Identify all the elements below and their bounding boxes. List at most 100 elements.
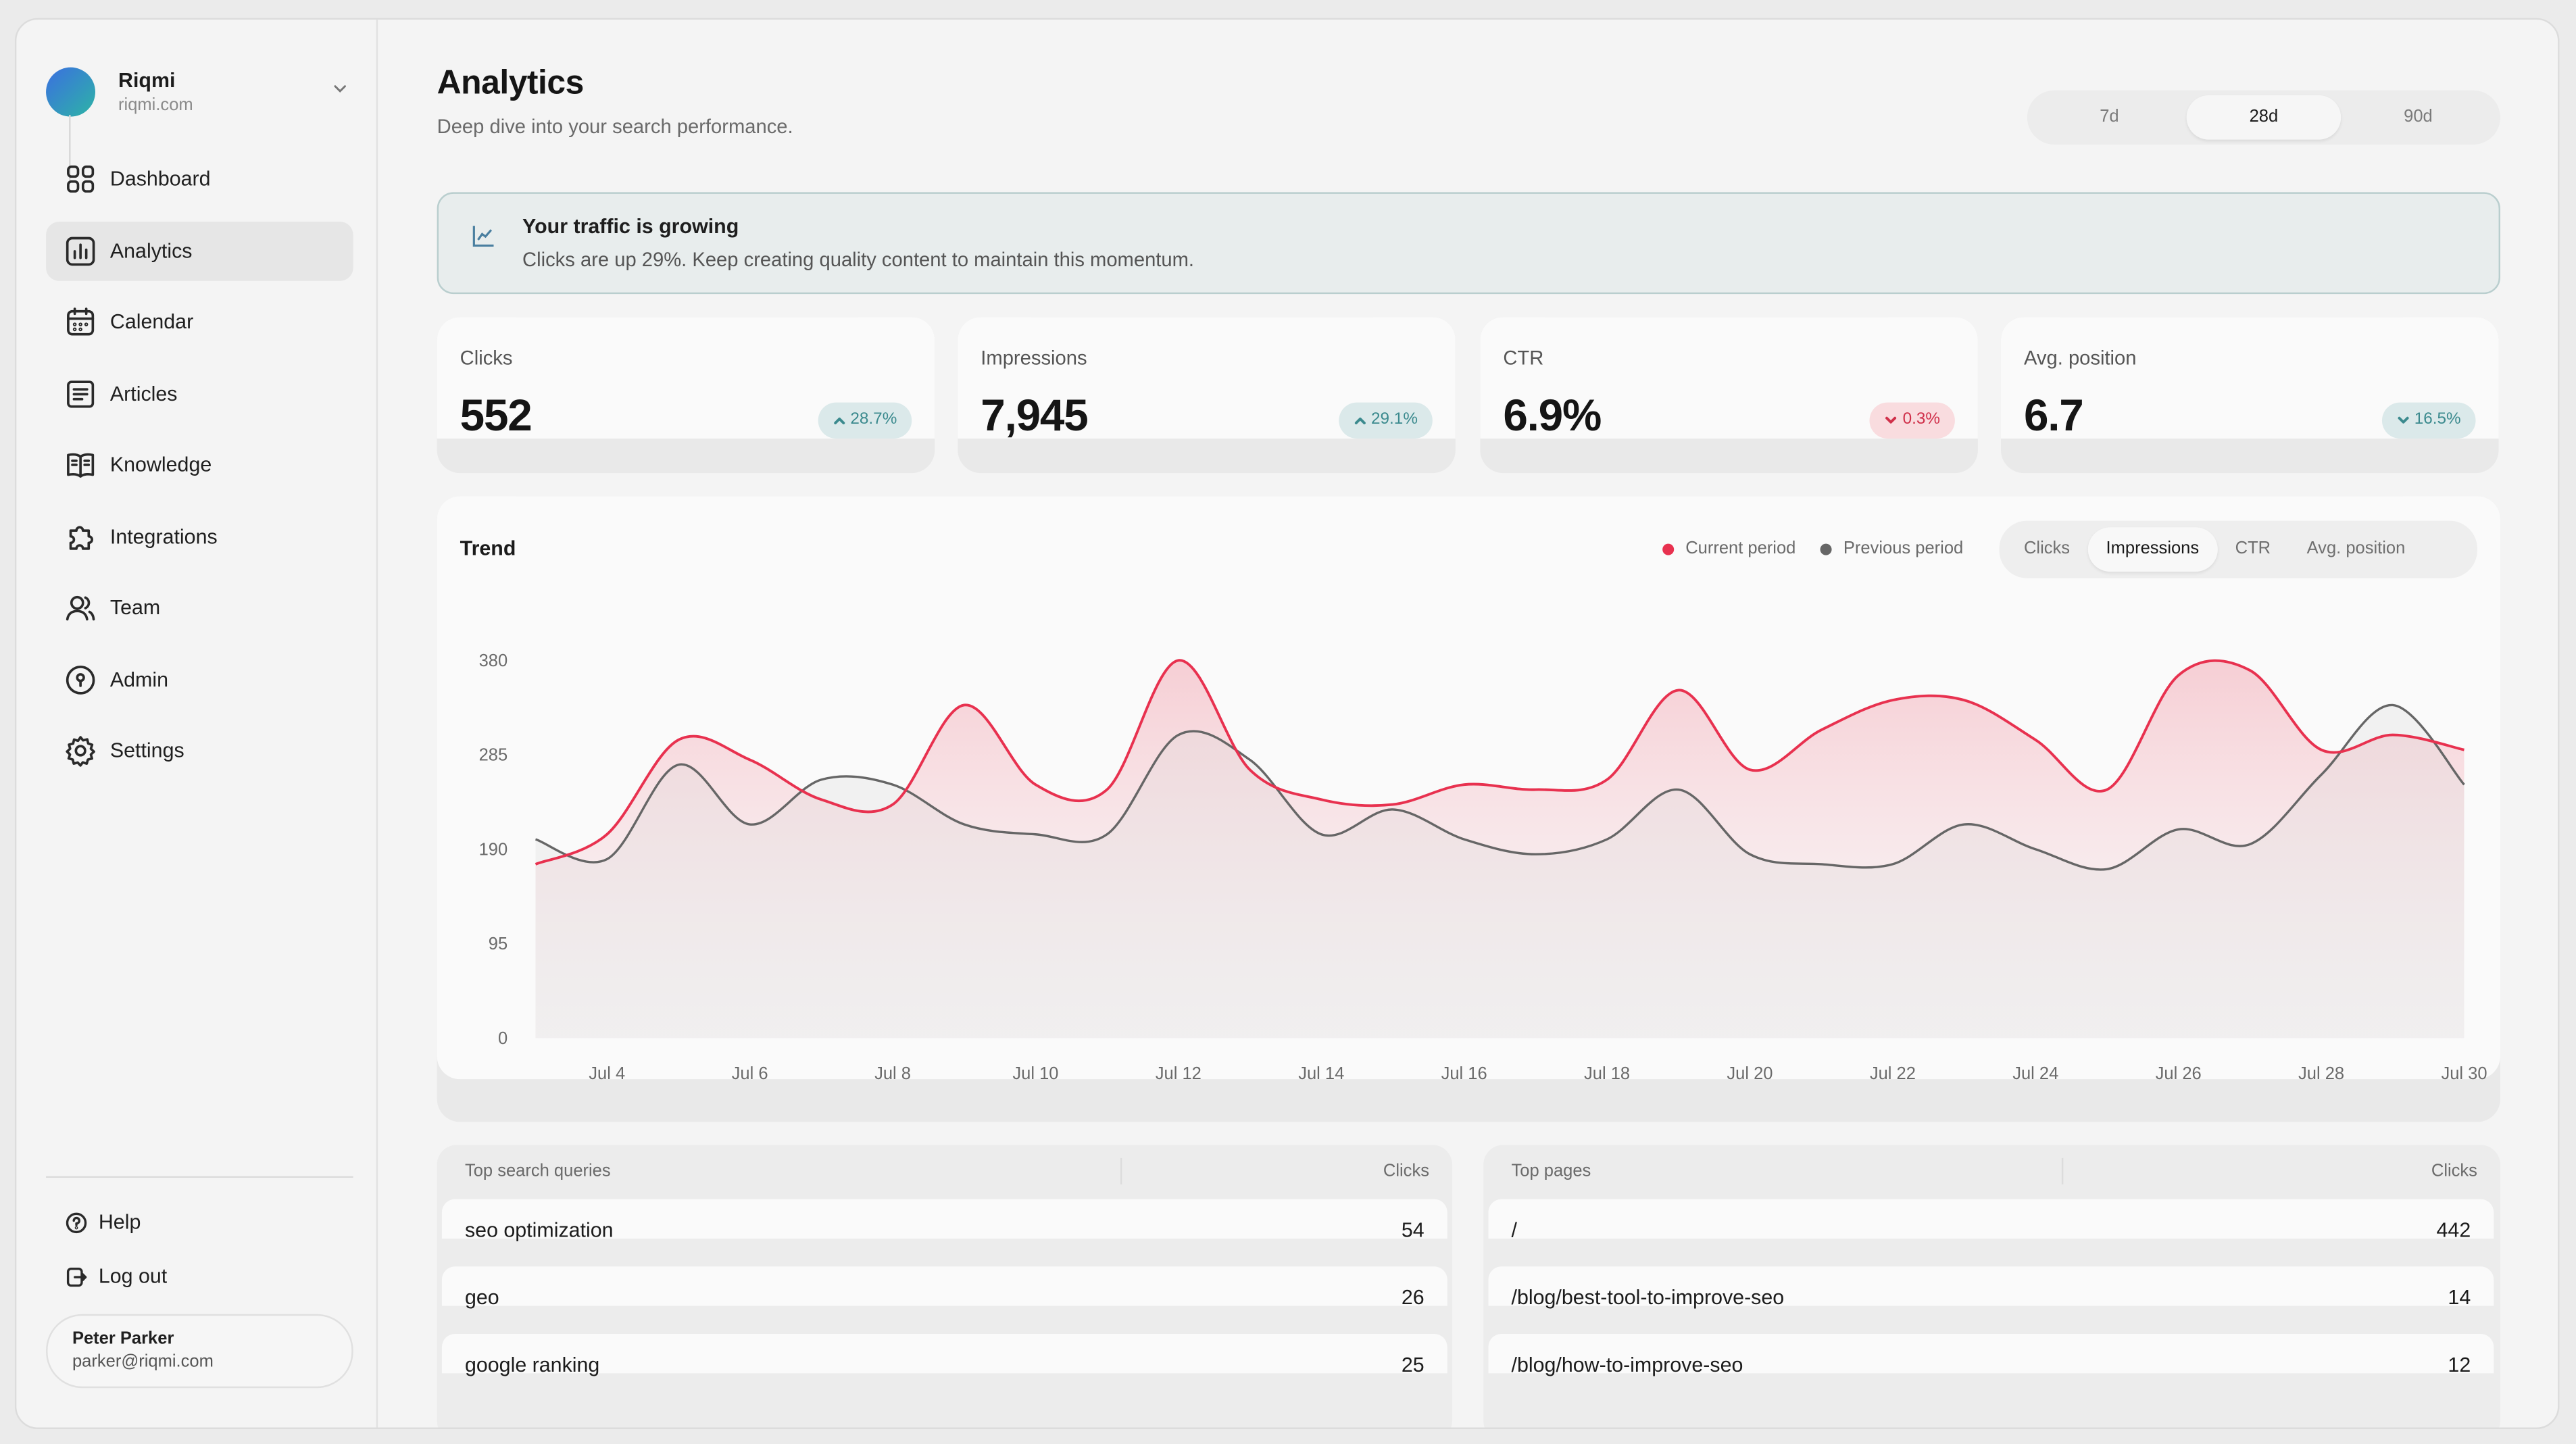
page-title: Analytics: [437, 64, 585, 102]
query-cell: seo optimization: [464, 1218, 614, 1242]
column-header: Clicks: [1383, 1161, 1429, 1181]
user-email: parker@riqmi.com: [72, 1351, 214, 1372]
column-header: Top search queries: [464, 1161, 611, 1181]
document-icon: [67, 380, 95, 407]
table-row[interactable]: google ranking 25: [441, 1333, 1447, 1377]
legend-dot: [1820, 543, 1832, 555]
trending-up-icon: [472, 226, 494, 247]
sidebar-item-articles[interactable]: Articles: [46, 364, 353, 423]
org-logo: [46, 67, 95, 117]
x-tick-label: Jul 24: [2012, 1064, 2058, 1083]
change-value: 0.3%: [1902, 410, 1941, 429]
stat-card-impressions: Impressions 7,945 29.1%: [958, 317, 1456, 474]
sidebar-item-label: Team: [109, 596, 161, 620]
stat-label: Impressions: [981, 346, 1087, 370]
sidebar-item-label: Articles: [109, 382, 178, 405]
user-card[interactable]: Peter Parker parker@riqmi.com: [46, 1314, 353, 1389]
table-row[interactable]: /blog/how-to-improve-seo 12: [1488, 1333, 2494, 1377]
change-badge: 28.7%: [817, 402, 912, 439]
clicks-cell: 12: [2448, 1353, 2471, 1377]
sidebar-item-label: Calendar: [109, 310, 194, 334]
page-subtitle: Deep dive into your search performance.: [437, 115, 793, 139]
range-28d[interactable]: 28d: [2186, 95, 2342, 140]
gear-icon: [66, 736, 95, 767]
x-tick-label: Jul 20: [1727, 1064, 1773, 1083]
change-badge: 16.5%: [2381, 402, 2476, 439]
x-tick-label: Jul 16: [1441, 1064, 1487, 1083]
sidebar-item-calendar[interactable]: Calendar: [46, 293, 353, 352]
sidebar-nav: Dashboard Analytics Calendar Articles Kn…: [46, 149, 353, 793]
org-name: Riqmi: [118, 69, 176, 93]
legend-label: Current period: [1685, 539, 1796, 559]
help-label: Help: [98, 1210, 141, 1234]
tab-avg-position[interactable]: Avg. position: [2306, 539, 2406, 559]
logout-link[interactable]: Log out: [66, 1260, 167, 1293]
column-header: Clicks: [2431, 1161, 2477, 1181]
trend-chart: 0 95 190 285 380 Jul 4 Jul 6 Jul 8 Jul 10 Jul 12 J…: [479, 651, 2487, 1083]
stat-label: Avg. position: [2023, 346, 2137, 370]
chevron-down-icon: [2397, 416, 2408, 424]
stat-value: 6.7: [2023, 391, 2084, 441]
logout-icon: [66, 1266, 87, 1286]
sidebar-item-analytics[interactable]: Analytics: [46, 220, 353, 280]
sidebar-item-team[interactable]: Team: [46, 578, 353, 638]
chevron-up-icon: [1354, 417, 1366, 424]
book-icon: [67, 453, 95, 478]
table-row[interactable]: seo optimization 54: [441, 1199, 1447, 1242]
stat-card-clicks: Clicks 552 28.7%: [437, 317, 935, 474]
range-90d[interactable]: 90d: [2404, 107, 2433, 127]
banner-text: Clicks are up 29%. Keep creating quality…: [522, 248, 1195, 272]
stat-value: 7,945: [981, 391, 1088, 441]
sidebar-item-dashboard[interactable]: Dashboard: [46, 149, 353, 209]
x-tick-label: Jul 6: [732, 1064, 768, 1083]
org-domain: riqmi.com: [118, 95, 193, 116]
previous-period-area: [535, 705, 2464, 1039]
sidebar-item-label: Settings: [109, 739, 184, 762]
sidebar-item-integrations[interactable]: Integrations: [46, 507, 353, 566]
app-window: Riqmi riqmi.com Dashboard Analytics Cale…: [14, 18, 2560, 1429]
org-switcher[interactable]: Riqmi riqmi.com: [46, 62, 353, 122]
range-7d[interactable]: 7d: [2100, 107, 2119, 127]
page-cell: /blog/best-tool-to-improve-seo: [1511, 1286, 1785, 1310]
clicks-cell: 14: [2448, 1286, 2471, 1310]
change-badge: 0.3%: [1869, 402, 1955, 439]
legend-item-current: Current period: [1662, 539, 1796, 559]
metric-tabs: Clicks Impressions CTR Avg. position: [1999, 520, 2477, 578]
stat-label: Clicks: [460, 346, 513, 370]
x-tick-label: Jul 4: [589, 1064, 625, 1083]
sidebar-item-label: Dashboard: [109, 167, 211, 191]
chevron-down-icon[interactable]: [330, 79, 350, 99]
tab-ctr[interactable]: CTR: [2235, 539, 2271, 559]
tab-clicks[interactable]: Clicks: [2023, 539, 2071, 559]
sidebar-item-settings[interactable]: Settings: [46, 721, 353, 780]
clicks-cell: 54: [1401, 1218, 1425, 1242]
insight-banner: Your traffic is growing Clicks are up 29…: [437, 192, 2500, 295]
y-tick-label: 285: [479, 746, 508, 765]
x-tick-label: Jul 18: [1584, 1064, 1630, 1083]
sidebar: Riqmi riqmi.com Dashboard Analytics Cale…: [16, 20, 378, 1428]
chevron-down-icon: [1885, 416, 1897, 424]
tab-impressions[interactable]: Impressions: [2087, 527, 2217, 572]
help-link[interactable]: Help: [66, 1205, 167, 1239]
stat-value: 6.9%: [1503, 391, 1602, 441]
table-row[interactable]: geo 26: [441, 1266, 1447, 1310]
previous-period-line: [535, 703, 2465, 871]
stat-value: 552: [460, 391, 532, 441]
trend-card: 0 95 190 285 380 Jul 4 Jul 6 Jul 8 Jul 10 Jul 12 J…: [437, 496, 2500, 1122]
table-row[interactable]: /blog/best-tool-to-improve-seo 14: [1488, 1266, 2494, 1310]
y-tick-label: 95: [489, 935, 507, 953]
sidebar-item-label: Integrations: [109, 524, 218, 548]
query-cell: google ranking: [464, 1353, 600, 1377]
calendar-icon: [67, 307, 95, 336]
table-row[interactable]: / 442: [1488, 1199, 2494, 1242]
x-tick-label: Jul 10: [1012, 1064, 1058, 1083]
grid-icon: [67, 165, 95, 193]
help-icon: [66, 1212, 87, 1233]
shield-icon: [66, 664, 95, 694]
clicks-cell: 442: [2436, 1218, 2471, 1242]
banner-title: Your traffic is growing: [522, 215, 739, 239]
sidebar-item-admin[interactable]: Admin: [46, 649, 353, 709]
column-header: Top pages: [1511, 1161, 1591, 1181]
sidebar-item-knowledge[interactable]: Knowledge: [46, 435, 353, 495]
change-badge: 29.1%: [1338, 402, 1433, 439]
